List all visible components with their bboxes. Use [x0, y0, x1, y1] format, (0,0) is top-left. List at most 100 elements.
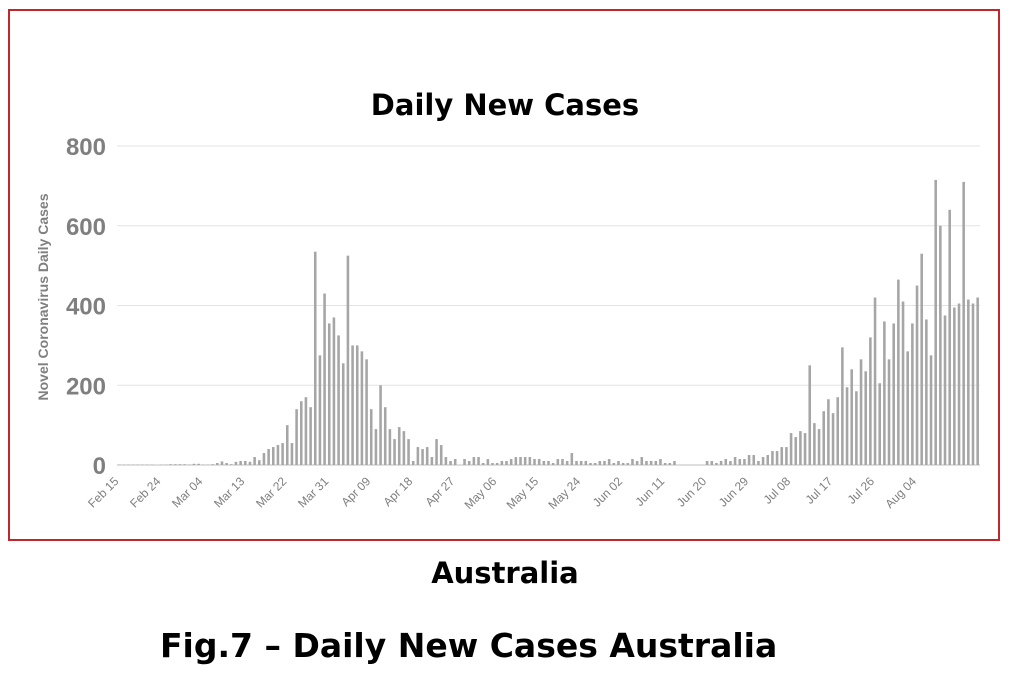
bar [360, 351, 364, 465]
bar [337, 335, 340, 465]
bar [729, 461, 732, 465]
bar [565, 461, 569, 465]
bar [920, 253, 923, 465]
bar [439, 445, 443, 465]
bar [897, 279, 900, 465]
bar [248, 461, 252, 465]
bar [887, 359, 891, 465]
figure-caption: Fig.7 – Daily New Cases Australia [160, 626, 778, 665]
bar [813, 423, 816, 465]
bar [216, 463, 219, 465]
bar [239, 461, 242, 465]
bar [463, 459, 466, 465]
bar [892, 323, 895, 465]
bar [449, 461, 452, 465]
x-tick-label: Mar 13 [211, 474, 248, 511]
bar [505, 461, 508, 465]
bar [869, 337, 872, 465]
bar [477, 457, 480, 465]
x-tick-label: Mar 04 [169, 474, 206, 511]
bar [915, 285, 919, 465]
bar [262, 453, 266, 465]
x-tick-label: Jul 17 [803, 474, 836, 507]
bar [645, 461, 648, 465]
x-tick-label: Mar 31 [295, 474, 332, 511]
bar [258, 460, 261, 465]
bar [598, 461, 602, 465]
x-tick-label: May 06 [462, 474, 500, 512]
x-tick-label: Jul 26 [845, 474, 878, 507]
bar [323, 293, 326, 465]
bar [481, 463, 485, 465]
bar [617, 461, 620, 465]
bar [537, 459, 541, 465]
bar [864, 371, 867, 465]
bar [402, 431, 406, 465]
x-tick-label: Jun 02 [590, 474, 626, 510]
bar [271, 447, 275, 465]
grid-lines [117, 145, 980, 466]
bar [971, 303, 975, 465]
bar [285, 425, 289, 466]
bar [299, 401, 303, 465]
bar [673, 461, 676, 465]
bar [901, 301, 905, 465]
bar [948, 209, 951, 465]
bar [313, 251, 317, 465]
bar [668, 463, 672, 465]
chart-subtitle: Australia [431, 556, 579, 590]
bar [425, 447, 429, 465]
bar [523, 457, 527, 465]
bar [710, 461, 714, 465]
bar [183, 464, 186, 465]
bar [318, 355, 322, 465]
bar-series [118, 179, 979, 466]
bar [859, 359, 863, 465]
bar [542, 461, 546, 465]
bar [929, 355, 933, 465]
bar [281, 443, 284, 465]
bar [341, 363, 345, 465]
bar [967, 299, 970, 465]
bar [822, 411, 826, 465]
x-axis-ticks: Feb 15 Feb 24 Mar 04 Mar 13 Mar 22 Mar 31 Apr … [85, 474, 919, 512]
bar [169, 464, 172, 465]
bar [878, 383, 881, 465]
y-axis-ticks: 0 200 400 600 800 [66, 134, 106, 480]
bar [230, 464, 233, 465]
bar [561, 459, 564, 465]
bar [635, 461, 639, 465]
bar [934, 179, 937, 465]
x-tick-label: Jun 29 [716, 474, 752, 510]
bar [509, 459, 513, 465]
bar [780, 447, 784, 465]
bar [453, 459, 457, 465]
bar [631, 459, 634, 465]
bar [808, 365, 812, 465]
bar [244, 461, 247, 465]
bar [883, 321, 886, 465]
bar [234, 461, 238, 465]
bar [943, 315, 947, 465]
bar [799, 431, 802, 465]
bar [589, 463, 592, 465]
bar [178, 464, 182, 465]
chart-title: Daily New Cases [370, 88, 640, 122]
bar [435, 439, 438, 465]
bar [640, 457, 644, 465]
y-tick-label: 600 [66, 214, 106, 241]
bar [621, 463, 625, 465]
bar [295, 409, 298, 465]
bar [584, 461, 588, 465]
bar [850, 369, 853, 465]
y-axis-label: Novel Coronavirus Daily Cases [35, 193, 51, 400]
bar [761, 457, 765, 465]
bar [197, 463, 200, 465]
bar [533, 459, 536, 465]
bar [845, 387, 849, 465]
bar [397, 427, 401, 465]
x-tick-label: Apr 09 [338, 474, 373, 509]
x-tick-label: May 15 [504, 474, 542, 512]
bar [757, 461, 760, 465]
